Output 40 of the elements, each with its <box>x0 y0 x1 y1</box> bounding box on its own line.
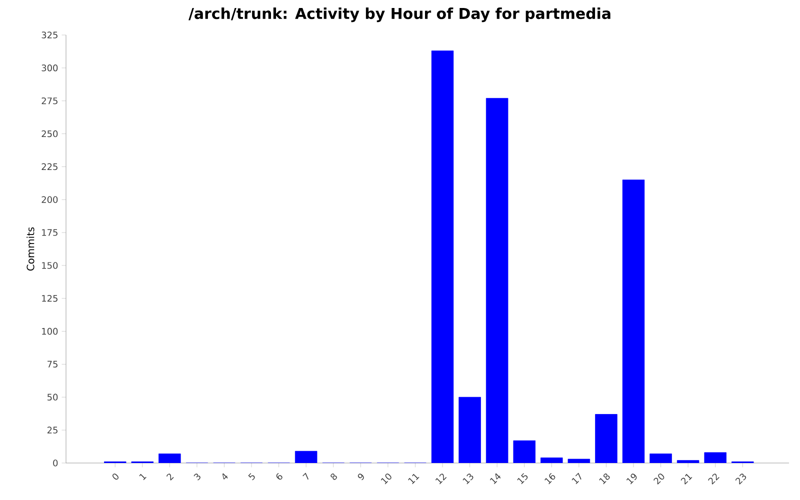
y-tick-label: 150 <box>42 262 58 269</box>
x-tick-label: 10 <box>380 474 392 484</box>
chart-title: /arch/trunk: Activity by Hour of Day for partmedia <box>188 8 610 22</box>
x-tick-label: 21 <box>680 474 692 485</box>
x-tick-label: 2 <box>166 474 174 480</box>
y-tick-label: 50 <box>48 394 58 401</box>
x-tick-label: 23 <box>735 474 746 485</box>
y-tick-label: 225 <box>42 163 58 170</box>
y-tick-label: 0 <box>53 460 58 466</box>
x-tick-label: 6 <box>276 473 282 480</box>
x-tick-label: 11 <box>408 474 420 484</box>
x-tick-label: 18 <box>599 473 610 484</box>
x-tick-label: 19 <box>626 474 637 484</box>
x-tick-label: 22 <box>708 474 720 485</box>
x-tick-label: 17 <box>572 472 582 484</box>
x-tick-label: 20 <box>654 474 664 485</box>
x-tick-label: 3 <box>194 474 200 480</box>
x-tick-label: 13 <box>462 474 474 484</box>
x-tick-label: 1 <box>139 474 146 480</box>
y-tick-label: 100 <box>42 328 58 335</box>
y-tick-label: 325 <box>42 32 58 38</box>
x-tick-label: 12 <box>435 474 447 484</box>
x-tick-label: 7 <box>302 472 308 480</box>
x-tick-label: 9 <box>358 474 364 480</box>
y-tick-label: 300 <box>42 64 58 72</box>
y-tick-label: 125 <box>42 294 58 302</box>
x-tick-label: 15 <box>517 473 528 484</box>
x-tick-label: 16 <box>544 473 556 484</box>
y-tick-label: 200 <box>42 196 58 203</box>
x-tick-label: 0 <box>112 474 118 480</box>
y-tick-label: 75 <box>48 360 58 368</box>
x-tick-label: 8 <box>330 473 337 480</box>
y-tick-label: 275 <box>42 97 58 104</box>
y-axis-title: Commits <box>26 227 34 271</box>
x-tick-label: 4 <box>222 473 228 480</box>
x-tick-label: 5 <box>248 473 255 480</box>
x-tick-label: 14 <box>490 473 501 484</box>
y-tick-label: 250 <box>42 130 58 138</box>
y-tick-label: 25 <box>47 426 58 434</box>
y-tick-label: 175 <box>42 229 58 236</box>
